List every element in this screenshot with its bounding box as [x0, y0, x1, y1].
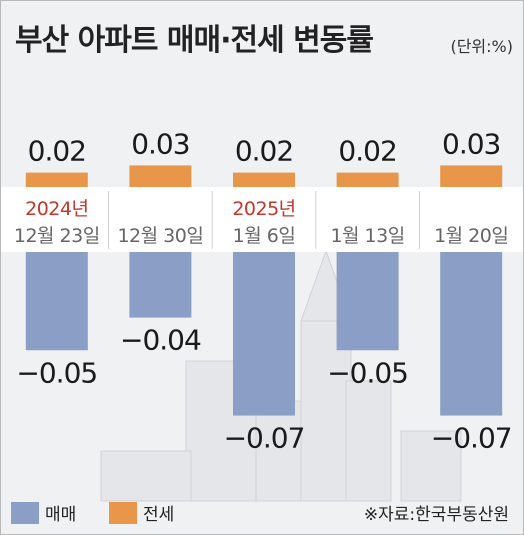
- bar-jeonse: [440, 165, 503, 187]
- value-label-sale: −0.07: [431, 422, 512, 455]
- value-label-jeonse: 0.02: [235, 135, 293, 168]
- value-label-jeonse: 0.03: [442, 127, 500, 160]
- date-band: 2024년 12월 23일 12월 30일 2025년 1월 6일 1월 13일 1월 20…: [1, 187, 523, 252]
- value-label-sale: −0.05: [327, 356, 408, 389]
- bar-jeonse: [336, 172, 399, 187]
- date-label: 1월 20일: [434, 225, 508, 247]
- bar-jeonse: [129, 165, 192, 187]
- date-band-bg: [1, 187, 523, 252]
- source-note: ※자료:한국부동산원: [363, 505, 509, 525]
- value-label-sale: −0.04: [120, 324, 201, 357]
- value-label-jeonse: 0.02: [338, 135, 396, 168]
- legend-label-jeonse: 전세: [143, 505, 175, 525]
- value-label-jeonse: 0.03: [131, 127, 189, 160]
- date-label: 1월 13일: [330, 225, 404, 247]
- legend-swatch-jeonse: [109, 501, 137, 524]
- building-shape: [300, 320, 352, 502]
- bar-jeonse: [233, 172, 295, 187]
- background-illustration: [100, 249, 462, 502]
- legend-item-jeonse: 전세: [109, 500, 174, 525]
- value-labels: 0.02 −0.05 0.03 −0.04 0.02 −0.07 0.02 −0.05 0.03…: [16, 127, 512, 455]
- date-label: 12월 23일: [14, 225, 100, 247]
- building-shape: [100, 450, 192, 502]
- date-label: 12월 30일: [117, 225, 203, 247]
- value-label-sale: −0.05: [16, 356, 97, 389]
- legend-swatch-sale: [11, 501, 39, 524]
- legend-item-sale: 매매: [11, 500, 76, 525]
- legend-label-sale: 매매: [45, 505, 77, 525]
- legend: 매매 전세: [11, 500, 521, 528]
- unit-label: (단위:%): [450, 37, 513, 56]
- building-shape: [400, 430, 462, 502]
- value-label-jeonse: 0.02: [28, 135, 86, 168]
- building-shape: [345, 380, 392, 502]
- value-label-sale: −0.07: [224, 422, 305, 455]
- year-label: 2025년: [232, 198, 295, 220]
- year-label: 2024년: [25, 198, 88, 220]
- bar-jeonse: [25, 172, 88, 187]
- chart-title: 부산 아파트 매매·전세 변동률: [15, 23, 374, 58]
- date-label: 1월 6일: [233, 225, 296, 247]
